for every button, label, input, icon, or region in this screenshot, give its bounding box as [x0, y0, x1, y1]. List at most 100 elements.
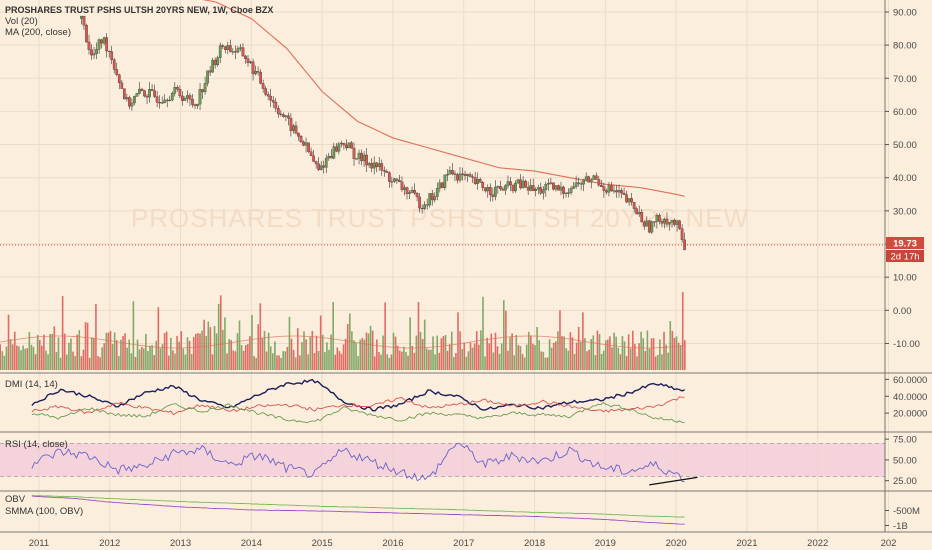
volume-bar — [174, 353, 176, 370]
volume-bar — [507, 350, 509, 370]
obv-legend: OBV — [5, 494, 26, 505]
volume-bar — [205, 335, 208, 370]
candle-body — [420, 207, 424, 210]
candle-body — [526, 187, 530, 191]
candle-body — [663, 218, 666, 224]
candle-body — [428, 193, 432, 206]
volume-bar — [188, 340, 191, 370]
volume-bar — [332, 301, 334, 370]
smma-legend: SMMA (100, OBV) — [5, 506, 83, 517]
candle-body — [181, 95, 184, 101]
y-tick-label: 80.00 — [893, 41, 917, 52]
candle-body — [80, 15, 83, 19]
volume-bar — [197, 333, 199, 370]
volume-bar — [18, 346, 20, 370]
volume-bar — [338, 350, 341, 370]
candle-body — [261, 83, 265, 89]
volume-bar — [467, 351, 470, 370]
volume-bar — [70, 338, 72, 370]
x-tick-label: 2022 — [807, 538, 828, 549]
countdown-badge-text: 2d 17h — [890, 252, 919, 263]
volume-bar — [36, 334, 39, 370]
candle-body — [347, 142, 351, 149]
x-tick-label: 2015 — [312, 538, 333, 549]
candle-body — [249, 61, 252, 64]
candle-body — [605, 190, 608, 193]
volume-bar — [596, 330, 599, 370]
x-tick-label: 2013 — [170, 538, 191, 549]
candle-body — [352, 147, 356, 159]
candle-body — [516, 179, 520, 184]
volume-bar — [401, 351, 403, 370]
volume-bar — [140, 346, 143, 370]
candle-body — [481, 182, 485, 188]
candle-body — [499, 186, 502, 190]
volume-bar — [93, 337, 95, 370]
candle-body — [360, 152, 363, 162]
volume-bar — [276, 355, 278, 370]
volume-bar — [609, 336, 611, 370]
price-pane[interactable] — [0, 0, 885, 370]
volume-bar — [122, 336, 124, 370]
volume-bar — [552, 342, 555, 370]
candle-body — [377, 163, 381, 168]
candle-body — [625, 194, 628, 203]
y-tick-label: 0.00 — [893, 306, 912, 317]
price-badge-value: 19.73 — [893, 239, 917, 250]
volume-bar — [28, 332, 31, 370]
candle-body — [223, 46, 227, 50]
volume-bar — [72, 351, 74, 370]
candle-body — [504, 185, 507, 191]
candle-body — [198, 89, 202, 105]
candle-body — [617, 190, 621, 193]
candle-body — [304, 142, 308, 146]
candle-body — [281, 114, 285, 117]
volume-bar — [654, 356, 657, 370]
candle-body — [405, 187, 409, 194]
candle-body — [602, 186, 606, 191]
candle-body — [148, 89, 151, 98]
candle-body — [350, 142, 353, 149]
volume-bar — [113, 332, 116, 370]
candle-body — [403, 187, 406, 190]
obv-pane[interactable] — [31, 494, 685, 525]
candle-body — [259, 72, 262, 84]
volume-bar — [217, 303, 220, 370]
volume-bar — [473, 343, 476, 370]
y-tick-label: -10.00 — [893, 339, 920, 350]
volume-bar — [563, 336, 565, 370]
volume-bar — [490, 333, 493, 370]
volume-bar — [371, 330, 374, 370]
candle-body — [562, 186, 565, 194]
volume-bar — [428, 349, 430, 370]
volume-bar — [215, 333, 218, 370]
volume-bar — [3, 355, 6, 370]
dmi-pane[interactable] — [31, 378, 685, 424]
candle-body — [668, 222, 671, 225]
volume-bar — [577, 326, 580, 370]
candle-body — [390, 181, 394, 183]
candle-body — [362, 154, 366, 162]
volume-bar — [88, 357, 91, 370]
volume-bar — [498, 353, 501, 370]
candle-body — [372, 162, 376, 169]
volume-bar — [238, 320, 241, 370]
candle-body — [400, 181, 404, 190]
volume-bar — [41, 345, 43, 370]
volume-bar — [679, 345, 682, 370]
volume-bar — [390, 354, 393, 370]
candle-body — [675, 220, 679, 225]
candle-body — [375, 162, 379, 168]
rsi-pane[interactable] — [0, 442, 885, 486]
candle-body — [256, 71, 260, 73]
volume-bar — [527, 331, 530, 370]
volume-bar — [482, 296, 484, 370]
candle-body — [145, 95, 149, 98]
volume-bar — [629, 348, 632, 370]
candle-body — [584, 176, 588, 180]
candle-body — [408, 192, 411, 194]
candle-body — [529, 185, 533, 191]
candle-body — [491, 194, 495, 197]
volume-bar — [455, 353, 457, 370]
